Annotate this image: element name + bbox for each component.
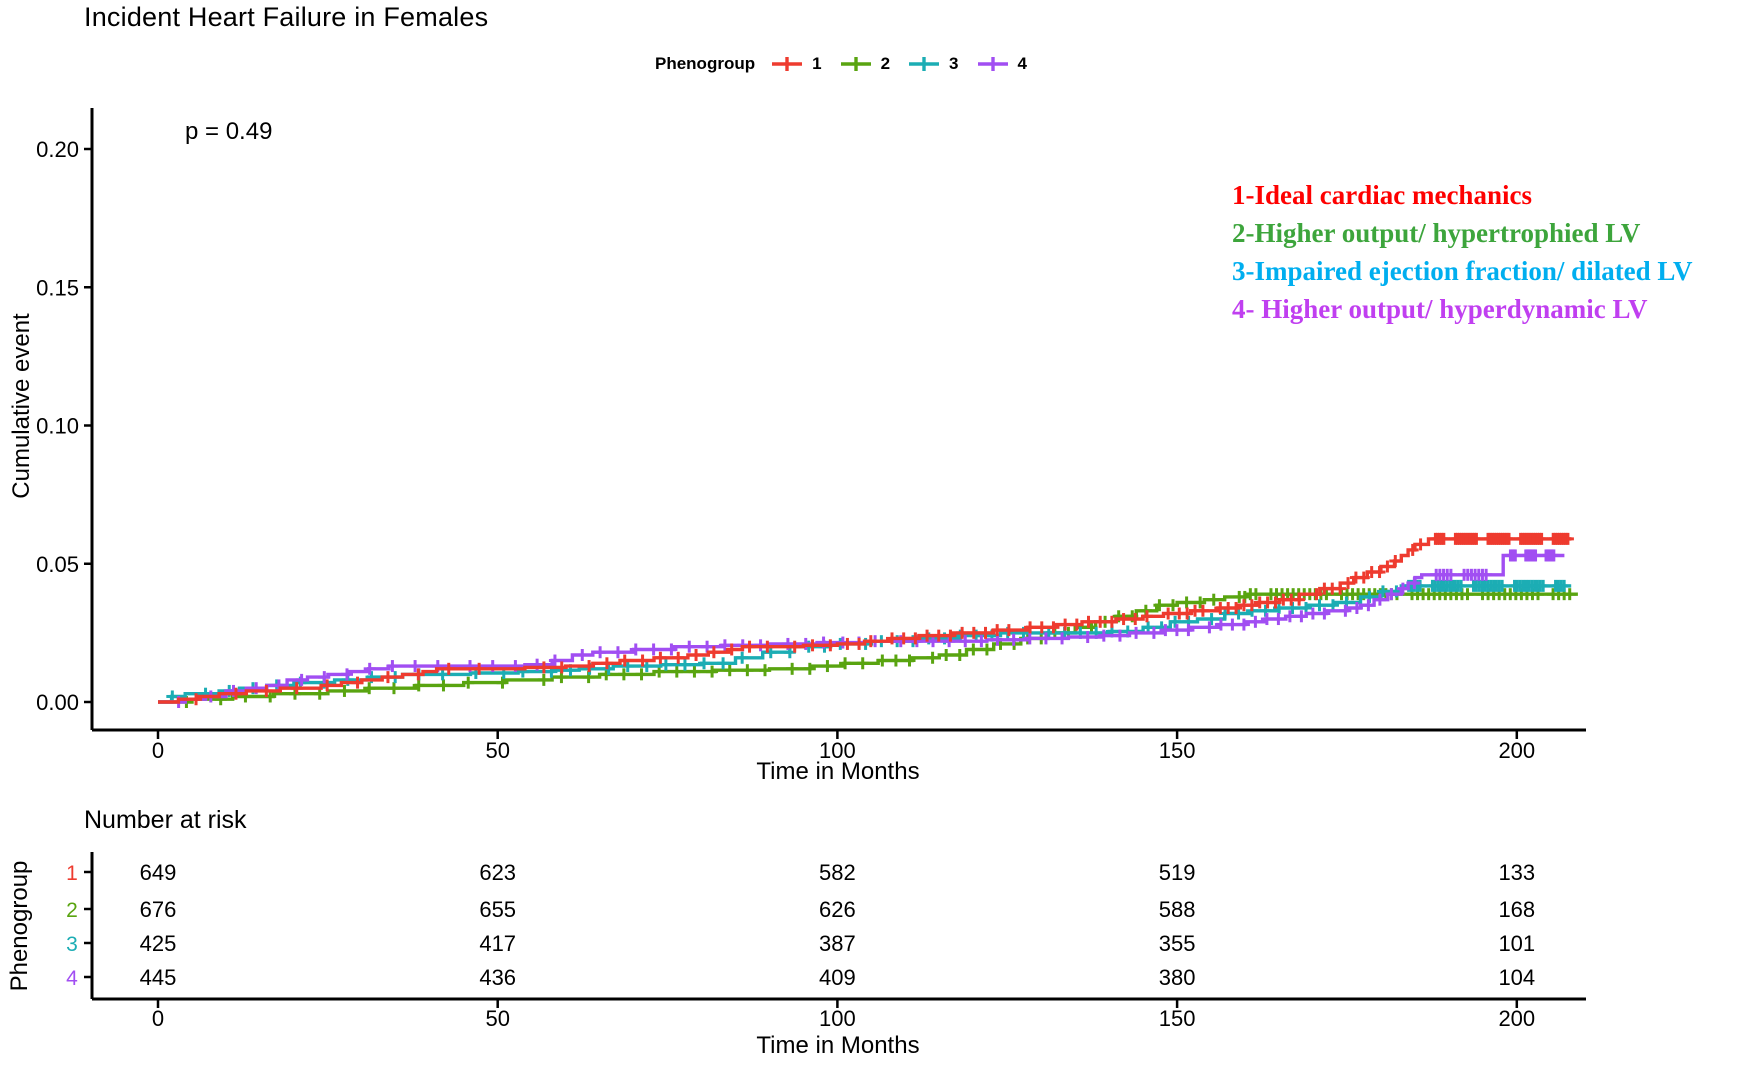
risk-count-g4-t0: 445 [140, 965, 177, 990]
legend-key-icon [909, 57, 940, 71]
risk-count-g2-t200: 168 [1498, 897, 1535, 922]
legend-item-label: 1 [812, 54, 822, 73]
legend-item-3: 3 [908, 54, 966, 74]
risk-row-label-1: 1 [66, 862, 78, 885]
risk-x-tick-label: 200 [1498, 1006, 1535, 1031]
p-value: p = 0.49 [185, 118, 273, 145]
risk-count-g2-t150: 588 [1159, 897, 1196, 922]
risk-x-tick-label: 150 [1159, 1006, 1196, 1031]
y-axis-title: Cumulative event [8, 313, 35, 499]
risk-row-label-3: 3 [66, 933, 78, 956]
risk-count-g1-t100: 582 [819, 860, 856, 885]
y-tick-label: 0.20 [36, 137, 79, 162]
risk-count-g4-t50: 436 [479, 965, 516, 990]
risk-count-g1-t150: 519 [1159, 860, 1196, 885]
legend-item-label: 3 [949, 54, 959, 73]
phenogroup-annotations: 1-Ideal cardiac mechanics 2-Higher output… [1232, 176, 1692, 328]
annotation-line-3: 3-Impaired ejection fraction/ dilated LV [1232, 256, 1693, 286]
x-tick-label: 0 [152, 738, 164, 763]
annotation-line-1: 1-Ideal cardiac mechanics [1232, 180, 1532, 210]
risk-count-g4-t150: 380 [1159, 965, 1196, 990]
legend-item-label: 2 [880, 54, 891, 73]
risk-count-g2-t100: 626 [819, 897, 856, 922]
legend: Phenogroup 1 2 3 4 [655, 54, 1035, 74]
annotation-line-2: 2-Higher output/ hypertrophied LV [1232, 218, 1641, 248]
legend-item-1: 1 [771, 54, 829, 74]
legend-key-icon [772, 57, 803, 71]
y-tick-label: 0.00 [36, 690, 79, 715]
risk-x-tick-label: 0 [152, 1006, 164, 1031]
risk-count-g1-t200: 133 [1498, 860, 1535, 885]
risk-count-g3-t200: 101 [1498, 931, 1535, 956]
risk-row-label-4: 4 [66, 967, 78, 990]
risk-row-label-2: 2 [66, 899, 78, 922]
x-tick-label: 100 [819, 738, 856, 763]
risk-table-y-axis-title: Phenogroup [6, 860, 33, 992]
survival-curve-phenogroup-2 [158, 592, 1578, 704]
legend-item-4: 4 [977, 54, 1035, 74]
risk-count-g3-t150: 355 [1159, 931, 1196, 956]
y-tick-label: 0.05 [36, 552, 79, 577]
legend-item-2: 2 [840, 54, 898, 74]
legend-title: Phenogroup [655, 54, 756, 73]
risk-x-tick-label: 100 [819, 1006, 856, 1031]
risk-count-g4-t200: 104 [1498, 965, 1535, 990]
risk-count-g3-t100: 387 [819, 931, 856, 956]
y-tick-label: 0.15 [36, 275, 79, 300]
page-title: Incident Heart Failure in Females [84, 2, 489, 32]
x-tick-label: 50 [485, 738, 509, 763]
y-tick-label: 0.10 [36, 414, 79, 439]
risk-count-g1-t50: 623 [479, 860, 516, 885]
x-tick-label: 200 [1498, 738, 1535, 763]
legend-key-icon [977, 57, 1008, 71]
risk-count-g4-t100: 409 [819, 965, 856, 990]
legend-item-label: 4 [1017, 54, 1027, 73]
risk-count-g3-t50: 417 [479, 931, 516, 956]
risk-table-x-axis-title: Time in Months [756, 1032, 920, 1059]
risk-table-title: Number at risk [84, 806, 247, 834]
legend-key-icon [840, 57, 871, 71]
x-axis-title: Time in Months [756, 758, 920, 785]
risk-count-g2-t50: 655 [479, 897, 516, 922]
x-tick-label: 150 [1159, 738, 1196, 763]
risk-count-g3-t0: 425 [140, 931, 177, 956]
risk-count-g2-t0: 676 [140, 897, 177, 922]
risk-count-g1-t0: 649 [140, 860, 177, 885]
risk-x-tick-label: 50 [485, 1006, 509, 1031]
annotation-line-4: 4- Higher output/ hyperdynamic LV [1232, 294, 1648, 324]
